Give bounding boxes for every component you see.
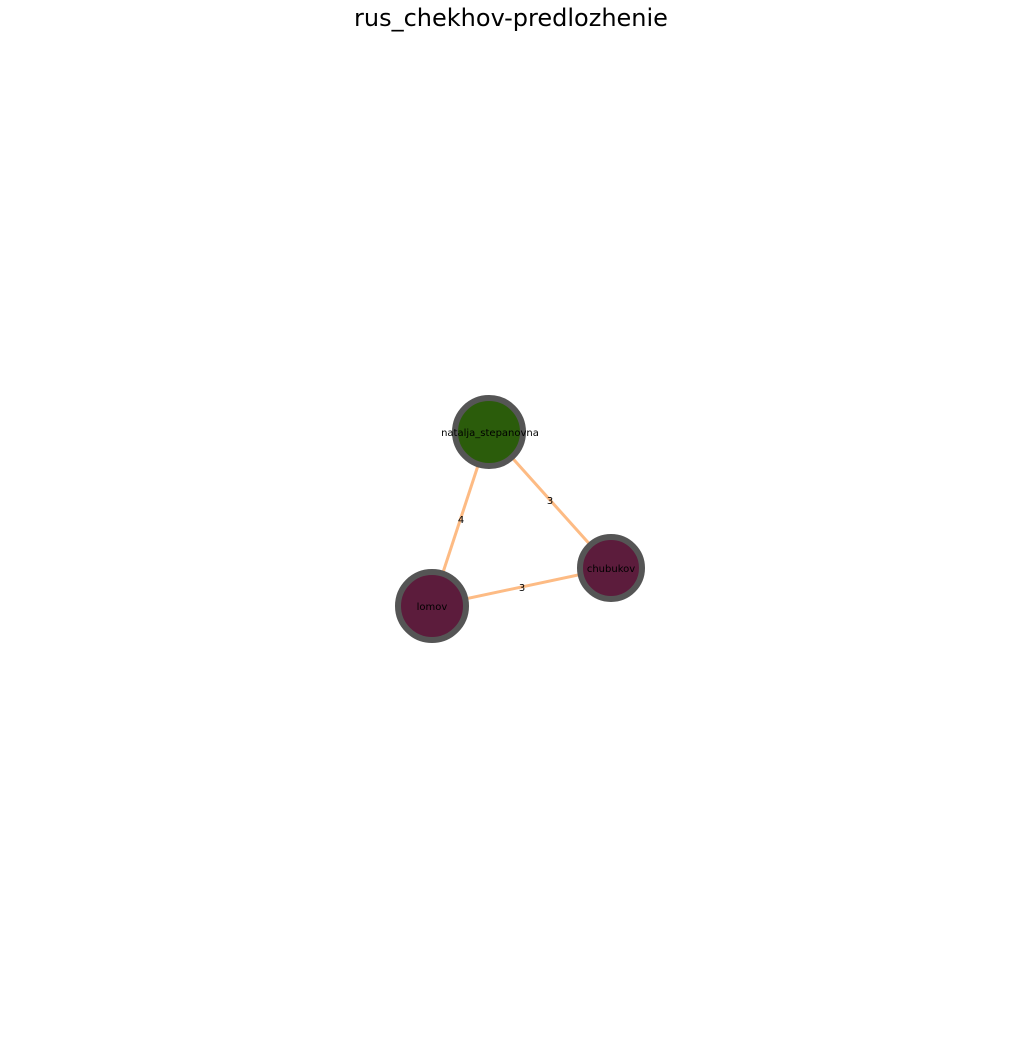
edge-labels-layer: 4 3 3 — [458, 496, 553, 594]
node-labels-layer: natalja_stepanovna chubukov lomov — [417, 428, 636, 613]
node-label-chubukov: chubukov — [587, 564, 635, 575]
edge-label-lomov-chubukov: 3 — [519, 583, 525, 594]
nodes-layer — [395, 395, 645, 643]
edge-label-natalja-chubukov: 3 — [547, 496, 553, 507]
node-lomov[interactable] — [395, 569, 469, 643]
node-label-natalja-stepanovna: natalja_stepanovna — [441, 428, 539, 439]
node-natalja-stepanovna[interactable] — [452, 395, 526, 469]
node-chubukov[interactable] — [577, 534, 645, 602]
node-label-lomov: lomov — [417, 602, 448, 613]
edge-label-natalja-lomov: 4 — [458, 515, 464, 526]
graph-title: rus_chekhov-predlozhenie — [354, 4, 668, 32]
